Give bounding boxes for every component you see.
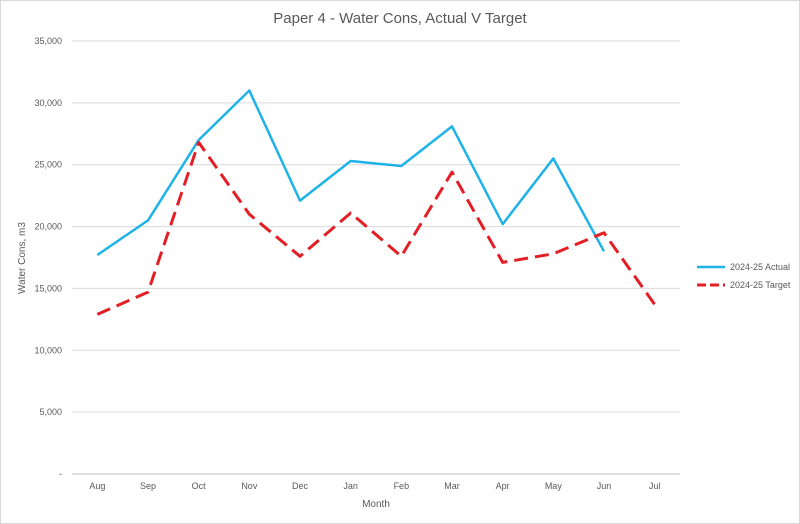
x-tick-label: Mar bbox=[444, 481, 460, 491]
x-tick-label: Nov bbox=[241, 481, 258, 491]
legend-label: 2024-25 Target bbox=[730, 280, 791, 290]
x-tick-label: May bbox=[545, 481, 563, 491]
x-tick-label: Sep bbox=[140, 481, 156, 491]
y-tick-label: 15,000 bbox=[34, 283, 62, 293]
gridlines bbox=[72, 40, 680, 475]
legend-label: 2024-25 Actual bbox=[730, 262, 790, 272]
y-tick-label: 10,000 bbox=[34, 345, 62, 355]
chart-title: Paper 4 - Water Cons, Actual V Target bbox=[273, 10, 527, 27]
y-axis-title: Water Cons, m3 bbox=[17, 222, 28, 294]
y-tick-label: 5,000 bbox=[39, 407, 62, 417]
y-tick-label: 25,000 bbox=[34, 160, 62, 170]
x-tick-label: Jul bbox=[649, 481, 661, 491]
y-tick-label: - bbox=[59, 469, 62, 479]
y-tick-label: 20,000 bbox=[34, 222, 62, 232]
y-tick-label: 30,000 bbox=[34, 98, 62, 108]
x-axis-ticks: Aug Sep Oct Nov Dec Jan Feb Mar Apr May Jun Jul bbox=[89, 481, 660, 491]
x-tick-label: Dec bbox=[292, 481, 309, 491]
series-line-actual bbox=[96, 89, 606, 257]
y-tick-label: 35,000 bbox=[34, 36, 62, 46]
series-line-target bbox=[96, 140, 656, 316]
x-tick-label: Oct bbox=[192, 481, 207, 491]
x-tick-label: Aug bbox=[89, 481, 105, 491]
y-axis-ticks: - 5,000 10,000 15,000 20,000 25,000 30,000 35,0… bbox=[34, 36, 62, 479]
legend: 2024-25 Actual 2024-25 Target bbox=[697, 262, 791, 290]
x-tick-label: Feb bbox=[394, 481, 410, 491]
series-lines bbox=[96, 89, 656, 316]
x-tick-label: Jun bbox=[597, 481, 612, 491]
x-tick-label: Jan bbox=[343, 481, 358, 491]
x-tick-label: Apr bbox=[496, 481, 510, 491]
x-axis-title: Month bbox=[362, 499, 390, 510]
